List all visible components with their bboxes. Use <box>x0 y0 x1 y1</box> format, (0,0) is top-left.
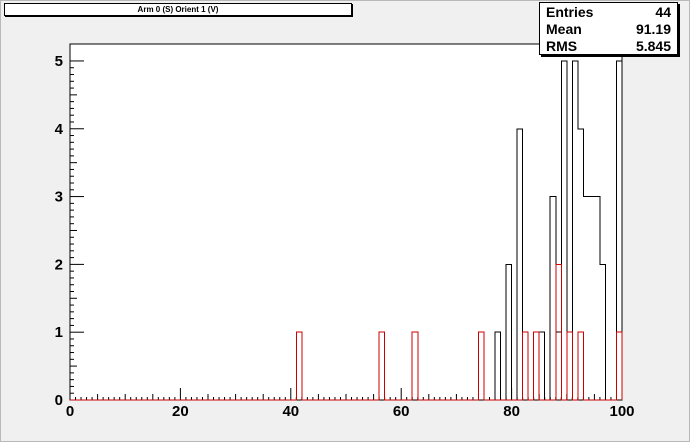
tick-labels: 0 20 40 60 80 100 0 1 2 3 4 5 <box>55 53 635 420</box>
y-tick-label: 2 <box>55 256 63 273</box>
y-tick-label: 4 <box>55 121 64 138</box>
stats-mean-row: Mean 91.19 <box>546 21 671 38</box>
x-tick-label: 80 <box>503 403 520 420</box>
stats-entries-value: 44 <box>655 4 671 20</box>
x-tick-label: 60 <box>393 403 410 420</box>
x-tick-label: 100 <box>609 403 634 420</box>
stats-entries-row: Entries 44 <box>546 4 671 21</box>
stats-entries-label: Entries <box>546 4 594 20</box>
plot-area <box>69 43 623 401</box>
y-tick-label: 5 <box>55 53 63 70</box>
stats-rms-label: RMS <box>546 38 578 54</box>
series-layer <box>70 60 623 401</box>
stats-rms-row: RMS 5.845 <box>546 38 671 55</box>
stats-rms-value: 5.845 <box>635 38 671 54</box>
stats-mean-value: 91.19 <box>635 21 671 37</box>
stats-mean-label: Mean <box>546 21 582 37</box>
stats-box: Entries 44 Mean 91.19 RMS 5.845 <box>539 2 678 55</box>
y-tick-label: 1 <box>55 324 63 341</box>
y-tick-label: 3 <box>55 189 63 206</box>
histogram-series-1 <box>70 263 623 401</box>
y-tick-label: 0 <box>55 392 63 409</box>
x-tick-label: 20 <box>172 403 189 420</box>
x-tick-label: 40 <box>282 403 299 420</box>
histogram-title: Arm 0 (S) Orient 1 (V) <box>4 3 352 16</box>
x-tick-label: 0 <box>66 403 74 420</box>
